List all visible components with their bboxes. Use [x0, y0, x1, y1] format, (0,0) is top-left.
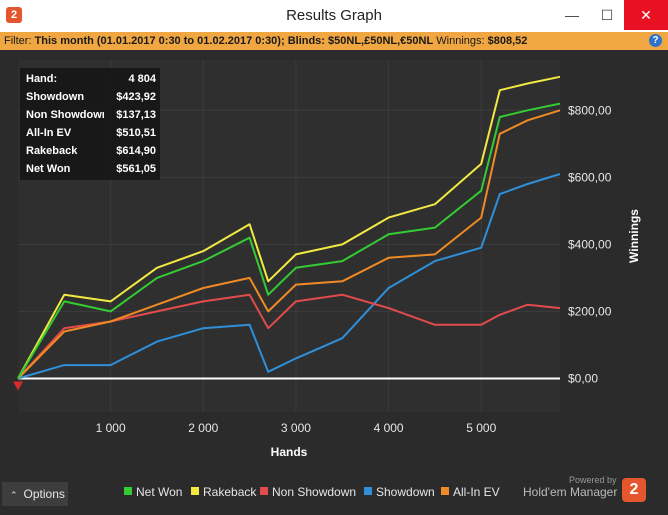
filter-blinds-value: $50NL,£50NL,€50NL — [328, 35, 434, 47]
stats-value: $561,05 — [116, 163, 156, 175]
stats-label: Rakeback — [26, 145, 78, 157]
close-button[interactable]: ✕ — [624, 0, 668, 30]
legend-swatch — [191, 487, 199, 495]
powered-by-text: Powered by — [569, 475, 617, 485]
stats-label: All-In EV — [26, 127, 72, 139]
x-tick-label: 5 000 — [466, 421, 496, 435]
x-tick-label: 4 000 — [374, 421, 404, 435]
options-label: Options — [23, 487, 65, 501]
stats-row-all-in-ev: All-In EV $510,51 — [20, 124, 160, 142]
x-tick-label: 2 000 — [188, 421, 218, 435]
legend-swatch — [260, 487, 268, 495]
filter-period: This month (01.01.2017 0:30 to 01.02.201… — [34, 35, 285, 47]
options-button[interactable]: ⌃ Options — [2, 482, 68, 506]
y-axis-label: Winnings — [627, 209, 641, 263]
brand-name: Hold'em Manager — [523, 485, 618, 499]
series-line-net-won — [17, 102, 561, 380]
series-line-rakeback — [17, 75, 561, 379]
help-icon[interactable]: ? — [649, 34, 662, 47]
legend-item-net-won: Net Won — [124, 485, 182, 499]
legend-label: Rakeback — [203, 485, 257, 499]
stats-row-hand: Hand: 4 804 — [20, 70, 160, 88]
app-logo-icon: 2 — [6, 7, 22, 23]
legend-swatch — [364, 487, 372, 495]
window-title: Results Graph — [286, 7, 382, 24]
x-tick-label: 1 000 — [96, 421, 126, 435]
footer: ⌃ Options Net Won Rakeback Non Showdown S… — [0, 475, 668, 515]
legend-label: Net Won — [136, 485, 183, 499]
legend-item-rakeback: Rakeback — [191, 485, 256, 499]
legend-item-non-showdown: Non Showdown — [260, 485, 356, 499]
legend-swatch — [124, 487, 132, 495]
stats-value: 4 804 — [128, 73, 156, 85]
y-tick-label: $800,00 — [568, 103, 612, 117]
title-bar: 2 Results Graph — ☐ ✕ — [0, 0, 668, 32]
legend-swatch — [441, 487, 449, 495]
series-line-showdown — [17, 173, 561, 380]
legend-item-all-in-ev: All-In EV — [441, 485, 500, 499]
legend-label: Non Showdown — [272, 485, 357, 499]
filter-prefix: Filter: — [4, 35, 32, 47]
chevron-up-icon: ⌃ — [10, 490, 18, 500]
maximize-button[interactable]: ☐ — [600, 7, 614, 23]
y-tick-label: $0,00 — [568, 371, 598, 385]
stats-value: $137,13 — [116, 109, 156, 121]
y-tick-label: $400,00 — [568, 237, 612, 251]
filter-winnings-label: Winnings: — [436, 35, 485, 47]
stats-label: Net Won — [26, 163, 71, 175]
stats-value: $510,51 — [116, 127, 156, 139]
stats-row-rakeback: Rakeback $614,90 — [20, 142, 160, 160]
stats-value: $423,92 — [116, 91, 156, 103]
minimize-button[interactable]: — — [565, 7, 579, 23]
stats-row-showdown: Showdown $423,92 — [20, 88, 160, 106]
legend-label: All-In EV — [453, 485, 500, 499]
stats-row-non-showdown: Non Showdown $137,13 — [20, 106, 160, 124]
stats-label: Hand: — [26, 73, 58, 85]
series-line-all-in-ev — [17, 109, 561, 380]
filter-blinds-label: Blinds: — [287, 35, 325, 47]
stats-row-net-won: Net Won $561,05 — [20, 160, 160, 178]
legend-label: Showdown — [376, 485, 435, 499]
x-tick-label: 3 000 — [281, 421, 311, 435]
legend-item-showdown: Showdown — [364, 485, 435, 499]
stats-value: $614,90 — [116, 145, 156, 157]
filter-winnings-value: $808,52 — [487, 35, 528, 47]
brand-logo-icon: 2 — [622, 478, 646, 502]
filter-bar: Filter: This month (01.01.2017 0:30 to 0… — [0, 32, 668, 50]
x-axis-label: Hands — [271, 445, 308, 459]
y-tick-label: $200,00 — [568, 304, 612, 318]
stats-panel: Hand: 4 804 Showdown $423,92 Non Showdown $… — [20, 68, 160, 180]
stats-label: Showdown — [26, 91, 85, 103]
series-line-non-showdown — [17, 293, 561, 380]
start-marker-icon — [13, 381, 23, 391]
stats-label: Non Showdown — [26, 109, 104, 121]
y-tick-label: $600,00 — [568, 170, 612, 184]
